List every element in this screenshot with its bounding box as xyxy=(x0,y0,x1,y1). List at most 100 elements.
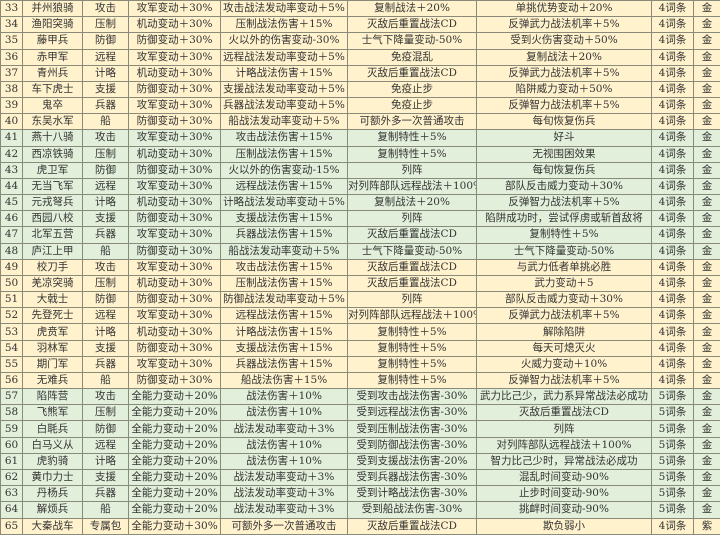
unit-name-cell: 飞熊军 xyxy=(23,405,83,421)
attribute-4-cell: 止步时间变动-90% xyxy=(477,486,652,502)
attribute-1-cell: 全能力变动＋20% xyxy=(129,453,221,469)
attribute-2-cell: 计略战法伤害＋15% xyxy=(221,65,348,81)
entry-count-cell: 4词条 xyxy=(652,308,694,324)
attribute-3-cell: 对列阵部队远程战法＋100% xyxy=(348,178,477,194)
attribute-3-cell: 受到船战法伤害-30% xyxy=(348,502,477,518)
row-id-cell: 48 xyxy=(1,243,23,259)
attribute-1-cell: 防御变动＋30% xyxy=(129,211,221,227)
attribute-3-cell: 受到远程战法伤害-30% xyxy=(348,405,477,421)
attribute-1-cell: 机动变动＋30% xyxy=(129,195,221,211)
grade-cell: 金 xyxy=(694,421,720,437)
attribute-2-cell: 压制战法伤害＋15% xyxy=(221,17,348,33)
unit-name-cell: 渔阳突骑 xyxy=(23,17,83,33)
attribute-1-cell: 攻军变动＋30% xyxy=(129,259,221,275)
unit-name-cell: 无当飞军 xyxy=(23,178,83,194)
grade-cell: 金 xyxy=(694,146,720,162)
entry-count-cell: 4词条 xyxy=(652,114,694,130)
attribute-2-cell: 船战法伤害＋15% xyxy=(221,372,348,388)
attribute-4-cell: 每旬恢复伤兵 xyxy=(477,162,652,178)
grade-cell: 金 xyxy=(694,486,720,502)
unit-type-cell: 远程 xyxy=(83,437,129,453)
attribute-4-cell: 反弹武力战法机率＋5% xyxy=(477,308,652,324)
row-id-cell: 58 xyxy=(1,405,23,421)
attribute-2-cell: 远程战法发动率变动＋5% xyxy=(221,49,348,65)
unit-name-cell: 并州狼骑 xyxy=(23,1,83,17)
unit-type-cell: 兵器 xyxy=(83,486,129,502)
unit-name-cell: 白马义从 xyxy=(23,437,83,453)
unit-type-cell: 船 xyxy=(83,372,129,388)
attribute-3-cell: 灭敌后重置战法CD xyxy=(348,17,477,33)
entry-count-cell: 5词条 xyxy=(652,486,694,502)
unit-name-cell: 大戟士 xyxy=(23,292,83,308)
grade-cell: 金 xyxy=(694,308,720,324)
row-id-cell: 47 xyxy=(1,227,23,243)
unit-type-cell: 攻击 xyxy=(83,389,129,405)
unit-name-cell: 庐江上甲 xyxy=(23,243,83,259)
unit-name-cell: 东吴水军 xyxy=(23,114,83,130)
entry-count-cell: 4词条 xyxy=(652,1,694,17)
attribute-2-cell: 可额外多一次普通攻击 xyxy=(221,518,348,534)
attribute-3-cell: 灭敌后重置战法CD xyxy=(348,275,477,291)
attribute-2-cell: 战法伤害＋10% xyxy=(221,389,348,405)
attribute-2-cell: 战法伤害＋10% xyxy=(221,437,348,453)
unit-name-cell: 西园八校 xyxy=(23,211,83,227)
attribute-3-cell: 灭敌后重置战法CD xyxy=(348,259,477,275)
unit-type-cell: 计略 xyxy=(83,453,129,469)
attribute-3-cell: 灭敌后重置战法CD xyxy=(348,65,477,81)
attribute-3-cell: 受到支援战法伤害-20% xyxy=(348,453,477,469)
grade-cell: 金 xyxy=(694,372,720,388)
entry-count-cell: 4词条 xyxy=(652,259,694,275)
attribute-3-cell: 可额外多一次普通攻击 xyxy=(348,114,477,130)
attribute-4-cell: 好斗 xyxy=(477,130,652,146)
attribute-4-cell: 混乱时间变动-90% xyxy=(477,469,652,485)
row-id-cell: 54 xyxy=(1,340,23,356)
attribute-4-cell: 每旬恢复伤兵 xyxy=(477,114,652,130)
row-id-cell: 65 xyxy=(1,518,23,534)
unit-type-cell: 压制 xyxy=(83,275,129,291)
entry-count-cell: 4词条 xyxy=(652,324,694,340)
row-id-cell: 39 xyxy=(1,98,23,114)
attribute-1-cell: 机动变动＋30% xyxy=(129,275,221,291)
grade-cell: 金 xyxy=(694,340,720,356)
attribute-1-cell: 攻军变动＋30% xyxy=(129,308,221,324)
grade-cell: 金 xyxy=(694,292,720,308)
unit-type-cell: 支援 xyxy=(83,81,129,97)
unit-name-cell: 元戎弩兵 xyxy=(23,195,83,211)
attribute-1-cell: 攻军变动＋30% xyxy=(129,356,221,372)
grade-cell: 金 xyxy=(694,211,720,227)
attribute-4-cell: 智力比己少时，异常战法必成功 xyxy=(477,453,652,469)
unit-name-cell: 黄巾力士 xyxy=(23,469,83,485)
attribute-4-cell: 复制特性＋5% xyxy=(477,227,652,243)
attribute-3-cell: 免疫混乱 xyxy=(348,49,477,65)
grade-cell: 金 xyxy=(694,356,720,372)
unit-name-cell: 陷阵营 xyxy=(23,389,83,405)
unit-type-cell: 支援 xyxy=(83,340,129,356)
row-id-cell: 33 xyxy=(1,1,23,17)
attribute-4-cell: 火威力变动＋10% xyxy=(477,356,652,372)
unit-name-cell: 青州兵 xyxy=(23,65,83,81)
attribute-1-cell: 全能力变动＋20% xyxy=(129,502,221,518)
attribute-3-cell: 免疫止步 xyxy=(348,81,477,97)
unit-name-cell: 赤甲军 xyxy=(23,49,83,65)
attribute-2-cell: 远程战法伤害＋15% xyxy=(221,308,348,324)
attribute-4-cell: 反弹智力战法机率＋5% xyxy=(477,372,652,388)
entry-count-cell: 5词条 xyxy=(652,502,694,518)
unit-name-cell: 燕十八骑 xyxy=(23,130,83,146)
attribute-1-cell: 防御变动＋30% xyxy=(129,33,221,49)
row-id-cell: 64 xyxy=(1,502,23,518)
attribute-4-cell: 反弹武力战法机率＋5% xyxy=(477,65,652,81)
entry-count-cell: 4词条 xyxy=(652,275,694,291)
grade-cell: 金 xyxy=(694,453,720,469)
unit-type-cell: 远程 xyxy=(83,49,129,65)
attribute-2-cell: 压制战法伤害＋15% xyxy=(221,146,348,162)
unit-type-cell: 防御 xyxy=(83,33,129,49)
unit-type-cell: 支援 xyxy=(83,211,129,227)
attribute-3-cell: 复制特性＋5% xyxy=(348,356,477,372)
